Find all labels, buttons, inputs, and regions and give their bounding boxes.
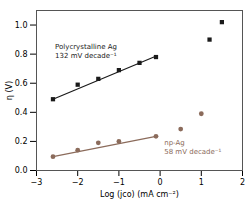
- svg-text:0.0: 0.0: [15, 166, 28, 175]
- svg-text:Polycrystalline Ag132 mV decad: Polycrystalline Ag132 mV decade⁻¹: [55, 43, 117, 60]
- svg-text:η (V): η (V): [5, 81, 14, 100]
- svg-text:2: 2: [240, 178, 245, 187]
- svg-text:−3: −3: [31, 178, 43, 187]
- svg-text:1: 1: [199, 178, 204, 187]
- svg-text:1.0: 1.0: [15, 21, 28, 30]
- svg-text:−2: −2: [72, 178, 84, 187]
- svg-text:0.4: 0.4: [15, 108, 28, 117]
- svg-text:np-Ag58 mV decade⁻¹: np-Ag58 mV decade⁻¹: [164, 139, 221, 156]
- svg-text:0.6: 0.6: [15, 79, 28, 88]
- svg-text:0: 0: [158, 178, 163, 187]
- svg-text:0.8: 0.8: [15, 50, 28, 59]
- svg-text:Log (jco) (mA cm⁻²): Log (jco) (mA cm⁻²): [100, 190, 179, 199]
- svg-text:0.2: 0.2: [15, 137, 28, 146]
- svg-text:−1: −1: [113, 178, 125, 187]
